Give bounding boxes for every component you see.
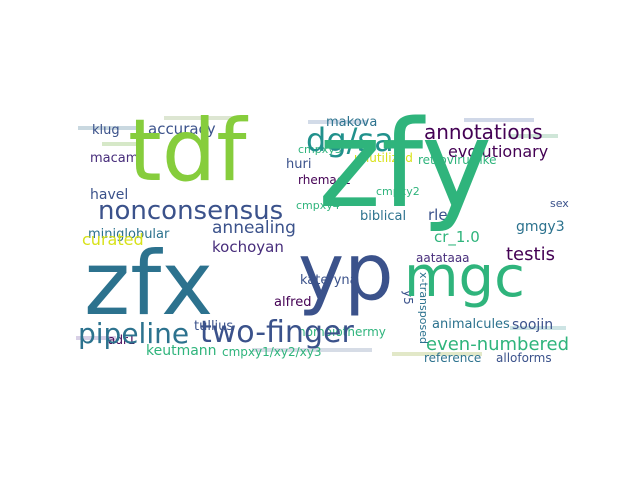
word-klug: klug <box>92 123 120 138</box>
word-miniglobular: miniglobular <box>88 227 170 242</box>
word-kochoyan: kochoyan <box>212 238 284 256</box>
word-alfred: alfred <box>274 295 312 310</box>
word-alloforms: alloforms <box>496 351 552 362</box>
word-homoiothermy: homoiothermy <box>298 325 386 339</box>
word-macam: macam <box>90 151 139 166</box>
word-evolutionary: evolutionary <box>448 142 549 161</box>
filler-word <box>392 352 482 356</box>
word-evennumbered: even-numbered <box>426 334 570 355</box>
word-cmpxy3: cmpxy3 <box>298 143 342 156</box>
word-havel: havel <box>90 187 129 203</box>
word-sex: sex <box>550 197 569 210</box>
word-makova: makova <box>326 115 378 130</box>
word-zfx: zfx <box>84 232 214 335</box>
word-unutilized: unutilized <box>354 151 413 165</box>
word-cmpxy2: cmpxy2 <box>376 185 420 198</box>
word-gmgy3: gmgy3 <box>516 219 565 235</box>
word-cmpxy: cmpxy1/xy2/xy3 <box>222 345 322 359</box>
word-dgsa: dg/sa <box>306 121 394 159</box>
word-accuracy: accuracy <box>148 120 216 138</box>
word-huri: huri <box>286 157 312 172</box>
filler-word <box>508 134 558 138</box>
word-annotations: annotations <box>424 120 543 144</box>
word-curated: curated <box>82 230 144 249</box>
filler-word <box>308 120 368 124</box>
word-rles: rles <box>428 206 456 224</box>
filler-word <box>464 118 534 122</box>
word-tdf: tdf <box>128 112 247 201</box>
word-animalcules: animalcules <box>432 317 510 332</box>
word-kateryna: kateryna <box>300 273 358 288</box>
word-twofinger: two-finger <box>200 315 354 350</box>
word-keutmann: keutmann <box>146 343 217 359</box>
word-y5: y5 <box>401 290 415 305</box>
word-nonconsensus: nonconsensus <box>98 196 284 226</box>
filler-word <box>164 116 244 120</box>
word-cloud: klug accuracy macam havel miniglobular c… <box>72 112 572 362</box>
word-annealing: annealing <box>212 218 296 238</box>
filler-word <box>78 126 138 130</box>
word-aatataaa: aatataaa <box>416 251 470 265</box>
word-soojin: soojin <box>512 317 554 333</box>
filler-word <box>252 348 372 352</box>
word-zfy: zfy <box>318 112 493 235</box>
word-cmpxy4: cmpxy4 <box>296 199 340 212</box>
filler-word <box>102 142 136 146</box>
word-testis: testis <box>506 244 555 265</box>
word-cr10: cr_1.0 <box>434 228 480 246</box>
word-tullius: tullius <box>194 319 234 334</box>
word-rhemac2: rhemac2 <box>298 173 351 187</box>
word-retroviruslike: retroviruslike <box>418 153 497 167</box>
filler-word <box>76 336 116 340</box>
word-biblical: biblical <box>360 209 407 224</box>
filler-word <box>510 326 566 330</box>
word-mgc: mgc <box>404 245 525 310</box>
word-adr1: adr1 <box>108 333 136 347</box>
word-xtransposed: x-transposed <box>417 272 430 344</box>
word-yp: yp <box>298 228 394 318</box>
word-pipeline: pipeline <box>78 317 190 350</box>
word-reference: reference <box>424 351 482 362</box>
